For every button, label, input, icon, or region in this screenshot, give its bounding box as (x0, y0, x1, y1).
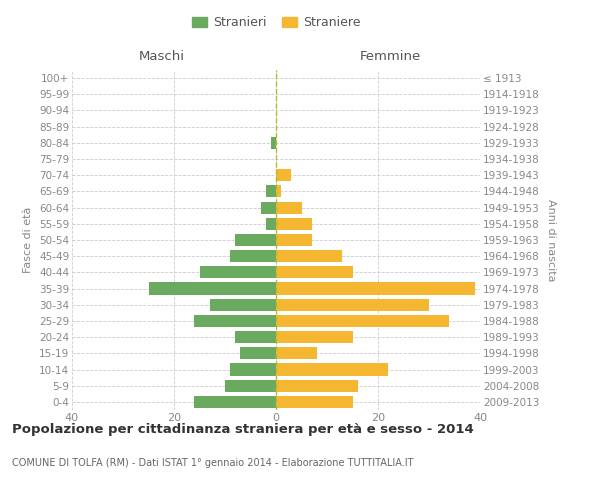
Bar (235, 331, 276, 343)
Y-axis label: Fasce di età: Fasce di età (23, 207, 34, 273)
Bar (271, 137, 276, 149)
Bar (276, 169, 292, 181)
Bar (260, 202, 276, 213)
Text: Popolazione per cittadinanza straniera per età e sesso - 2014: Popolazione per cittadinanza straniera p… (12, 422, 474, 436)
Bar (276, 380, 358, 392)
Bar (225, 380, 276, 392)
Text: Maschi: Maschi (139, 50, 185, 62)
Bar (235, 234, 276, 246)
Bar (230, 364, 276, 376)
Bar (276, 186, 281, 198)
Bar (276, 202, 302, 213)
Bar (199, 266, 276, 278)
Bar (266, 218, 276, 230)
Bar (276, 234, 312, 246)
Bar (276, 250, 342, 262)
Bar (276, 364, 388, 376)
Y-axis label: Anni di nascita: Anni di nascita (546, 198, 556, 281)
Bar (149, 282, 276, 294)
Legend: Stranieri, Straniere: Stranieri, Straniere (187, 11, 365, 34)
Bar (194, 315, 276, 327)
Bar (276, 348, 317, 360)
Bar (276, 396, 353, 408)
Bar (276, 298, 429, 311)
Bar (194, 396, 276, 408)
Bar (266, 186, 276, 198)
Text: Femmine: Femmine (359, 50, 421, 62)
Bar (276, 266, 353, 278)
Bar (230, 250, 276, 262)
Bar (276, 331, 353, 343)
Bar (276, 218, 312, 230)
Bar (276, 315, 449, 327)
Bar (210, 298, 276, 311)
Bar (276, 282, 475, 294)
Bar (240, 348, 276, 360)
Text: COMUNE DI TOLFA (RM) - Dati ISTAT 1° gennaio 2014 - Elaborazione TUTTITALIA.IT: COMUNE DI TOLFA (RM) - Dati ISTAT 1° gen… (12, 458, 413, 468)
